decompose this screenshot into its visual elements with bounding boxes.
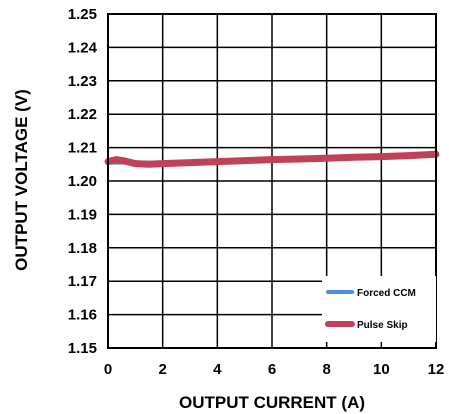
- legend-box: [322, 276, 436, 342]
- y-tick-label: 1.23: [68, 73, 97, 90]
- y-tick-label: 1.16: [68, 307, 97, 324]
- y-tick-label: 1.24: [68, 39, 98, 56]
- plot-frame: [107, 13, 437, 349]
- legend: Forced CCM Pulse Skip: [322, 276, 436, 342]
- legend-label-pulse-skip: Pulse Skip: [357, 320, 408, 331]
- y-tick-label: 1.19: [68, 206, 97, 223]
- x-tick-label: 2: [158, 361, 166, 378]
- x-tick-label: 12: [428, 361, 445, 378]
- x-tick-label: 8: [322, 361, 330, 378]
- x-tick-label: 6: [268, 361, 276, 378]
- y-tick-label: 1.18: [68, 240, 97, 257]
- y-tick-label: 1.15: [68, 340, 97, 357]
- y-tick-label: 1.22: [68, 106, 97, 123]
- tick-labels: 0 2 4 6 8 10 12 1.25 1.24 1.23 1.22 1.21 1.20 1.19 1.1…: [68, 6, 445, 378]
- y-tick-label: 1.17: [68, 273, 97, 290]
- y-tick-label: 1.25: [68, 6, 97, 23]
- x-tick-label: 4: [213, 361, 222, 378]
- series-lines: [104, 150, 440, 168]
- y-tick-label: 1.20: [68, 173, 97, 190]
- legend-label-forced-ccm: Forced CCM: [357, 288, 416, 299]
- x-tick-label: 10: [373, 361, 390, 378]
- series-line-pulse-skip: [104, 150, 440, 168]
- x-tick-label: 0: [104, 361, 112, 378]
- x-axis-label: OUTPUT CURRENT (A): [179, 393, 365, 412]
- y-tick-label: 1.21: [68, 140, 97, 157]
- y-axis-label: OUTPUT VOLTAGE (V): [12, 89, 31, 271]
